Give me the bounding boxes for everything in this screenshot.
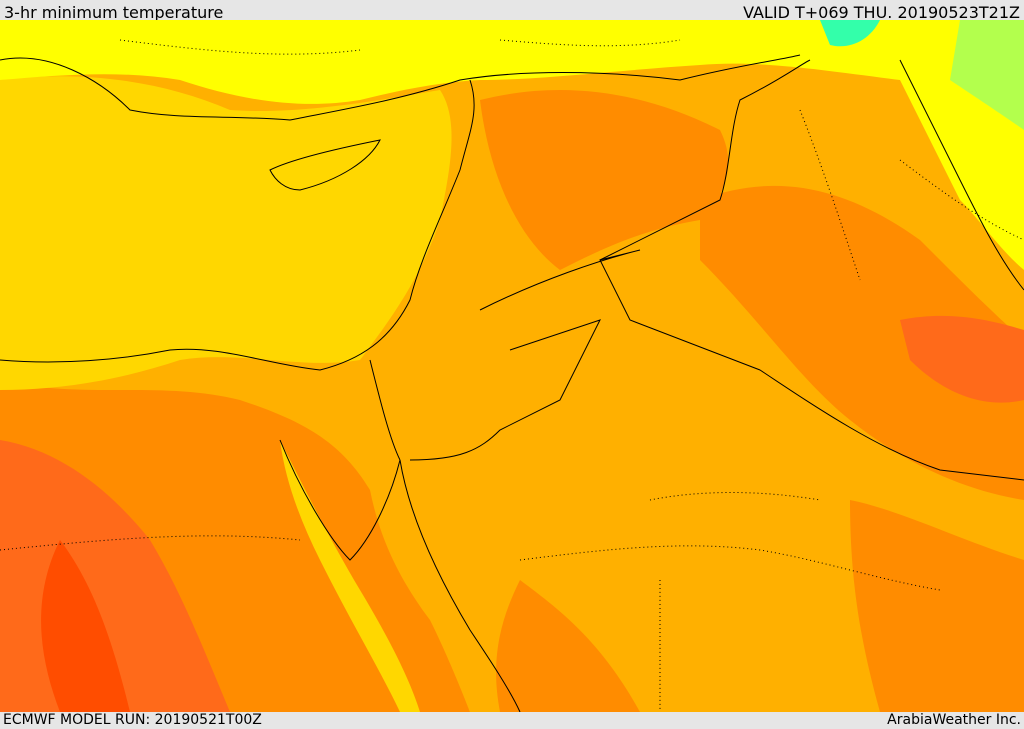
model-run-label: ECMWF MODEL RUN: 20190521T00Z — [3, 712, 262, 728]
iran-cooler-zone — [950, 20, 1024, 130]
hot-region-syria — [480, 90, 729, 270]
temperature-map — [0, 20, 1024, 712]
header-bar: 3-hr minimum temperature VALID T+069 THU… — [0, 0, 1024, 22]
hot-region-south — [496, 580, 640, 712]
turkey-south-coast — [0, 54, 801, 121]
national-borders — [369, 59, 1024, 481]
aqaba-coast — [399, 459, 521, 712]
red-sea — [280, 440, 420, 712]
footer-bar: ECMWF MODEL RUN: 20190521T00Z ArabiaWeat… — [0, 712, 1024, 729]
turkey-cool-zone — [0, 20, 1024, 104]
boundary-line — [119, 39, 361, 55]
zagros-coast — [899, 59, 1024, 291]
credit-label: ArabiaWeather Inc. — [887, 712, 1021, 728]
coastline-med-east — [0, 79, 475, 371]
valid-time: VALID T+069 THU. 20190523T21Z — [743, 3, 1020, 22]
coastlines — [0, 54, 1024, 712]
cyprus-coast — [269, 139, 381, 191]
border-syria-iraq — [599, 59, 811, 261]
boundary-line — [519, 545, 941, 591]
hottest-region-west — [41, 540, 130, 712]
border-jordan-saudi — [409, 319, 601, 461]
map-canvas — [0, 20, 1024, 712]
border-saudi-iraq — [479, 249, 1024, 481]
internal-boundaries — [0, 39, 1024, 712]
border-egypt-israel — [369, 359, 401, 461]
map-title: 3-hr minimum temperature — [4, 3, 224, 22]
hotter-region-gulf — [900, 315, 1024, 403]
hot-region-iraq — [700, 185, 1024, 500]
hot-region-east — [850, 500, 1024, 712]
sinai-coast — [279, 439, 401, 561]
coldest-spot — [820, 20, 880, 47]
mediterranean-sea — [0, 76, 452, 390]
